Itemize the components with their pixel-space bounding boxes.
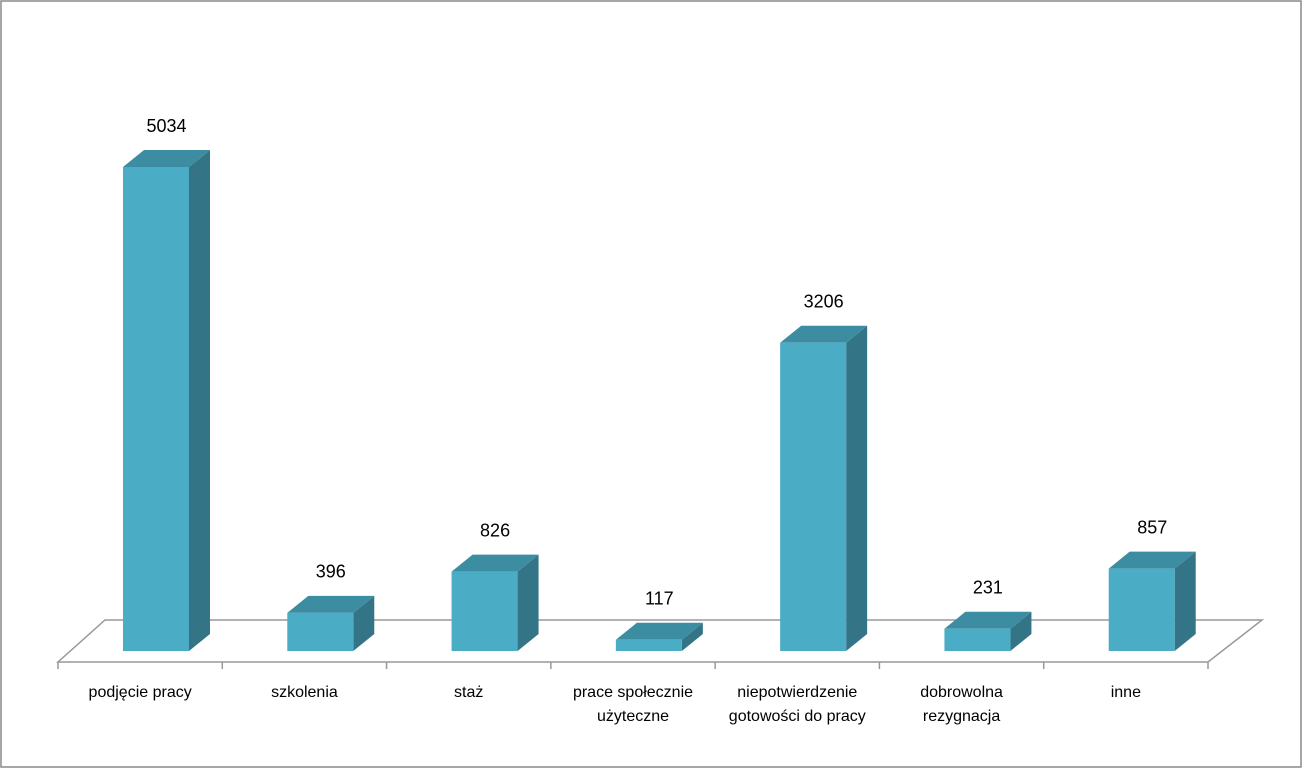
bar [944,611,1032,651]
bar-side [353,595,375,651]
bar-top [615,622,703,640]
x-tick-label: prace społecznie użyteczne [572,684,694,725]
bar-top [1108,551,1196,569]
bar-front [451,571,518,651]
value-label: 5034 [146,116,186,136]
x-tick-label: inne [1110,684,1141,701]
bar-front [287,612,354,651]
x-tick-label: szkolenia [271,684,338,701]
bar [451,554,539,651]
x-tick-label: niepotwierdzenie gotowości do pracy [728,684,866,725]
value-label: 857 [1137,517,1167,537]
bar-front [944,628,1011,651]
bar-top [123,150,210,167]
bar-top [944,611,1032,629]
bar-side [846,325,868,651]
bar-side [681,622,703,651]
bar-top [780,325,868,343]
bar-side [517,554,539,651]
value-label: 826 [480,520,510,540]
bar-side [189,150,210,651]
bar-side [1010,611,1032,651]
bar-top [287,595,375,613]
value-label: 117 [645,589,674,609]
bar-top [451,554,539,572]
value-label: 231 [973,578,1003,598]
x-tick-label: podjęcie pracy [88,684,192,701]
bar [287,595,375,651]
floor [56,619,1265,663]
value-label: 396 [316,562,346,582]
bar-front [1108,568,1175,651]
bar [615,622,703,651]
bar [123,150,210,651]
bar [1108,551,1196,651]
bar [780,325,868,651]
bar-side [1174,551,1196,651]
value-label: 3206 [804,292,844,312]
x-tick-label: staż [454,684,484,701]
x-tick-label: dobrowolna rezygnacja [920,684,1003,725]
bar-front [780,342,847,651]
bar-front [615,639,682,651]
bar-front [123,167,189,651]
